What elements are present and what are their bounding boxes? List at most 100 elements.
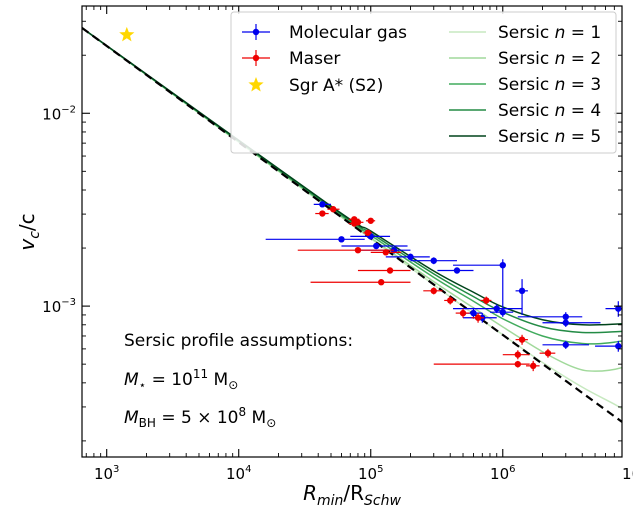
molecular-gas-point (489, 307, 514, 317)
molecular-gas-marker (562, 341, 569, 348)
x-axis-label: Rmin/RSchw (303, 481, 401, 508)
molecular-gas-point (265, 236, 365, 243)
maser-point (480, 296, 492, 305)
molecular-gas-point (341, 242, 408, 250)
maser-marker (459, 309, 467, 317)
legend-item-sersic-4: Sersic n = 4 (449, 101, 601, 121)
molecular-gas-marker (518, 287, 526, 295)
maser-marker (447, 297, 454, 304)
maser-marker (529, 362, 537, 370)
maser-marker (430, 287, 437, 295)
maser-point (370, 249, 402, 256)
maser-point (444, 296, 456, 305)
maser-point (526, 360, 540, 372)
maser-point (471, 313, 484, 323)
maser-point (297, 246, 394, 254)
data-points (119, 26, 622, 372)
legend-item-sgr-a: Sgr A* (S2) (248, 76, 383, 96)
molecular-gas-point (410, 257, 457, 265)
legend-label-maser: Maser (289, 49, 340, 69)
molecular-gas-marker (499, 308, 506, 316)
legend-box (230, 11, 617, 154)
molecular-gas-marker (615, 342, 622, 350)
maser-point (423, 287, 443, 295)
molecular-gas-marker (407, 253, 414, 261)
legend-item-molecular-gas: Molecular gas (242, 23, 407, 43)
legend: Molecular gas Maser Sgr A* (S2) Sersic n… (230, 11, 617, 154)
maser-point (363, 229, 372, 236)
maser-marker (386, 267, 394, 274)
legend-star-icon (248, 77, 264, 92)
legend-label-sersic-3: Sersic n = 3 (498, 75, 601, 95)
legend-label-molecular-gas: Molecular gas (289, 23, 407, 43)
maser-point (502, 350, 530, 360)
point-mass-line (82, 27, 622, 423)
maser-marker (367, 217, 374, 224)
maser-marker (364, 229, 372, 236)
maser-marker (354, 246, 362, 254)
maser-marker (483, 297, 490, 304)
molecular-gas-marker (615, 305, 622, 312)
x-tick-label: 106 (490, 464, 515, 483)
annotation-stellar-mass: M⋆ = 1011 M⊙ (124, 367, 238, 392)
molecular-gas-point (453, 259, 506, 308)
legend-item-sersic-1: Sersic n = 1 (449, 23, 601, 43)
molecular-gas-point (453, 304, 523, 314)
sgr-a-star-marker (119, 26, 135, 42)
annotation-bh-mass: MBH = 5 × 108 M⊙ (124, 405, 276, 430)
molecular-gas-marker (373, 242, 380, 250)
molecular-gas-point (515, 279, 528, 315)
x-tick-label: 104 (226, 464, 251, 483)
legend-item-sersic-3: Sersic n = 3 (449, 75, 601, 95)
x-tick-label: 105 (358, 464, 383, 483)
maser-marker (382, 249, 389, 256)
molecular-gas-point (517, 312, 583, 322)
molecular-gas-point (313, 201, 332, 208)
maser-marker (330, 206, 337, 213)
molecular-gas-marker (453, 267, 461, 274)
molecular-gas-marker (430, 257, 437, 264)
maser-point (351, 219, 364, 226)
molecular-gas-marker (499, 261, 506, 269)
legend-item-sersic-2: Sersic n = 2 (449, 49, 601, 69)
maser-point (455, 308, 470, 318)
legend-label-sersic-1: Sersic n = 1 (498, 23, 601, 43)
annotation-title: Sersic profile assumptions: (124, 331, 353, 351)
molecular-gas-point (605, 301, 622, 317)
molecular-gas-point (542, 340, 590, 349)
y-tick-label: 10−2 (42, 104, 76, 123)
sersic-curve-n5 (82, 27, 622, 326)
maser-point (539, 348, 556, 358)
molecular-gas-marker (562, 313, 569, 321)
sersic-annotation: Sersic profile assumptions: M⋆ = 1011 M⊙… (124, 331, 353, 430)
molecular-gas-point (460, 307, 483, 319)
maser-marker (319, 210, 326, 217)
legend-marker-maser (252, 54, 260, 62)
legend-item-maser: Maser (242, 49, 340, 69)
maser-marker (544, 349, 552, 357)
legend-item-sersic-5: Sersic n = 5 (449, 127, 601, 147)
molecular-gas-point (595, 340, 622, 352)
maser-marker (514, 360, 522, 368)
maser-point (327, 206, 340, 213)
molecular-gas-marker (319, 201, 326, 208)
maser-point (433, 360, 530, 368)
maser-marker (518, 336, 526, 343)
legend-label-sersic-5: Sersic n = 5 (498, 127, 601, 147)
molecular-gas-marker (562, 319, 569, 326)
legend-label-sgr-a: Sgr A* (S2) (289, 76, 383, 96)
maser-point (315, 210, 329, 217)
x-tick-label: 103 (94, 464, 119, 483)
legend-marker-molecular-gas (252, 28, 260, 36)
legend-label-sersic-4: Sersic n = 4 (498, 101, 601, 121)
molecular-gas-point (542, 318, 601, 327)
maser-point (365, 217, 376, 224)
maser-marker (514, 351, 522, 358)
maser-marker (474, 314, 482, 321)
maser-marker (378, 279, 385, 286)
molecular-gas-marker (470, 309, 477, 317)
molecular-gas-marker (338, 236, 345, 243)
axis-ticks: 103 104 105 106 107 10−3 10−2 (42, 6, 633, 483)
maser-point (310, 279, 411, 286)
